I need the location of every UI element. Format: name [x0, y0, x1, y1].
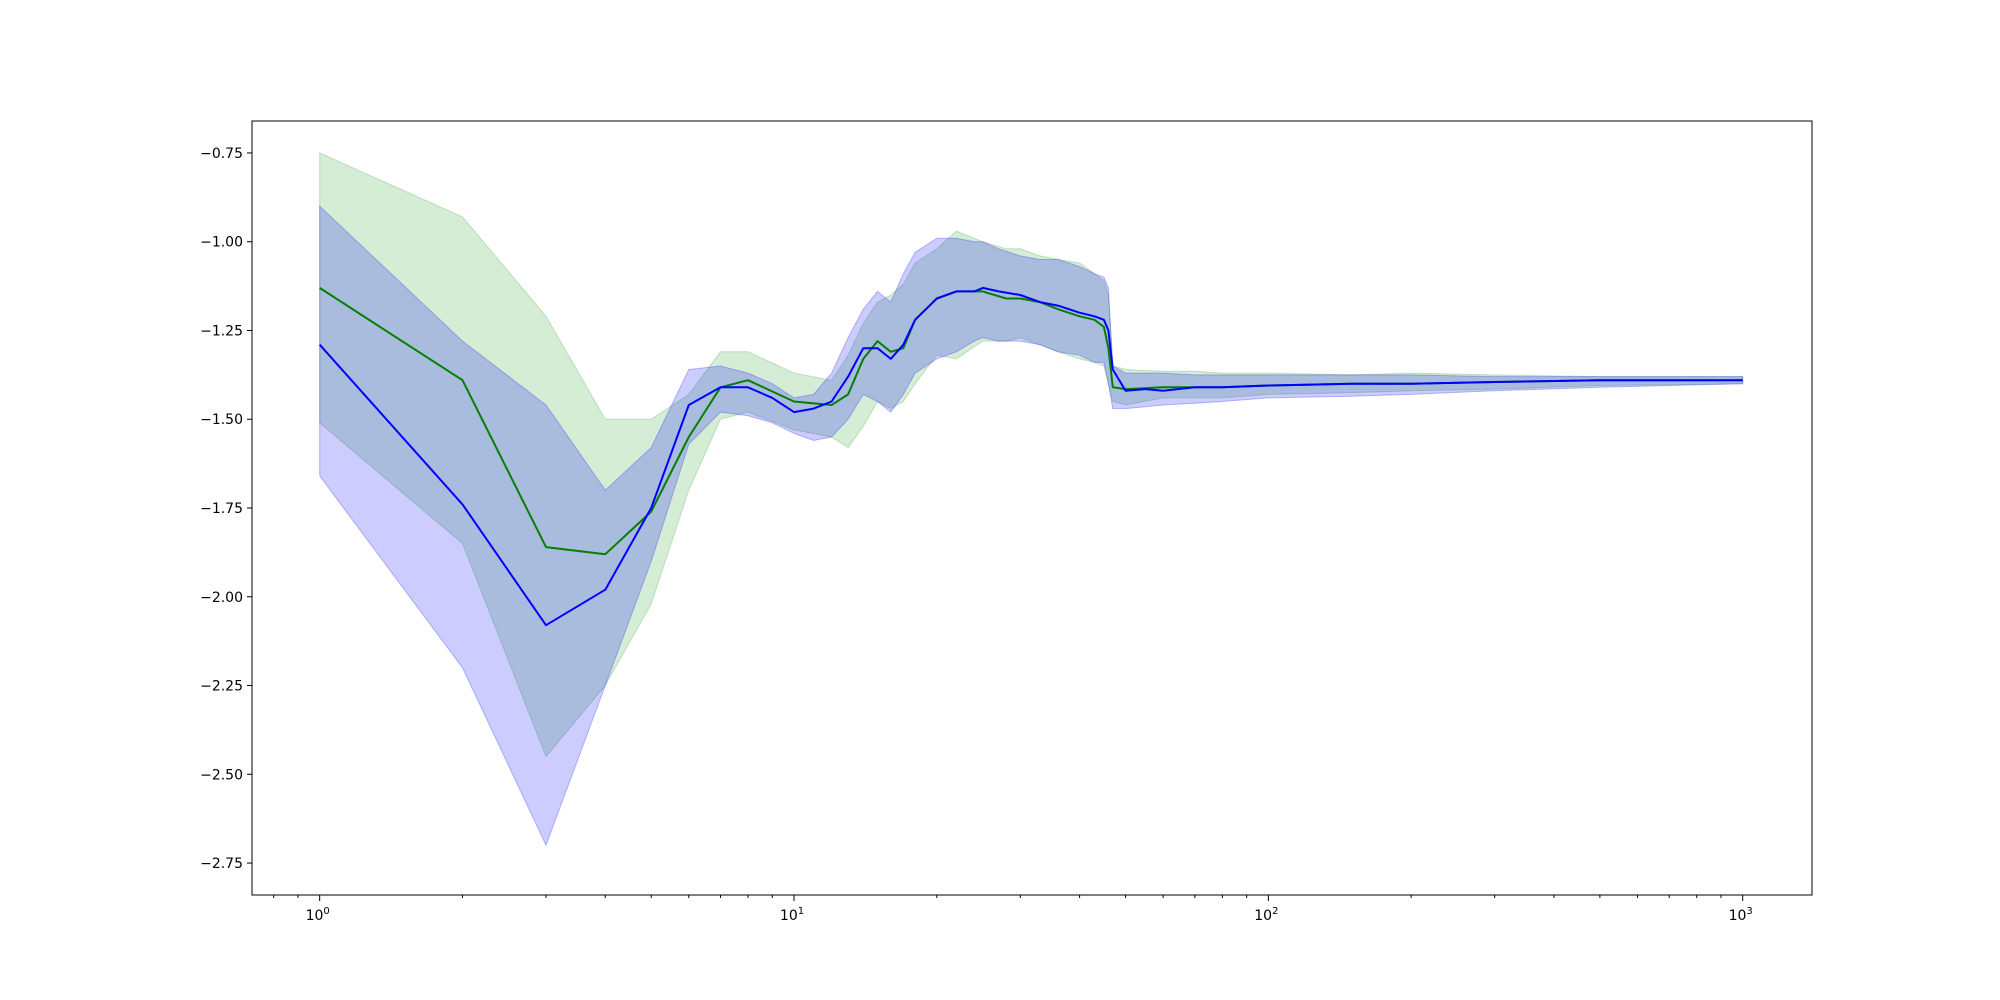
- confidence-band-2: [319, 205, 1744, 847]
- y-tick-label: −2.25: [200, 679, 243, 695]
- y-tick-label: −1.50: [200, 412, 243, 428]
- y-tick-label: −1.00: [200, 235, 243, 251]
- y-tick-label: −0.75: [200, 146, 243, 162]
- y-tick-label: −1.75: [200, 501, 243, 517]
- axes: −0.75 −1.00 −1.25 −1.50 −1.75 −2.00 −2.25 −2.50…: [200, 120, 1813, 924]
- confidence-band-1: [319, 152, 1744, 758]
- y-tick-label: −2.00: [200, 590, 243, 606]
- y-tick-label: −2.50: [200, 767, 243, 783]
- y-tick-label: −2.75: [200, 856, 243, 872]
- series-line-2: [318, 286, 1743, 627]
- plot-area: [318, 152, 1744, 847]
- y-tick-label: −1.25: [200, 323, 243, 339]
